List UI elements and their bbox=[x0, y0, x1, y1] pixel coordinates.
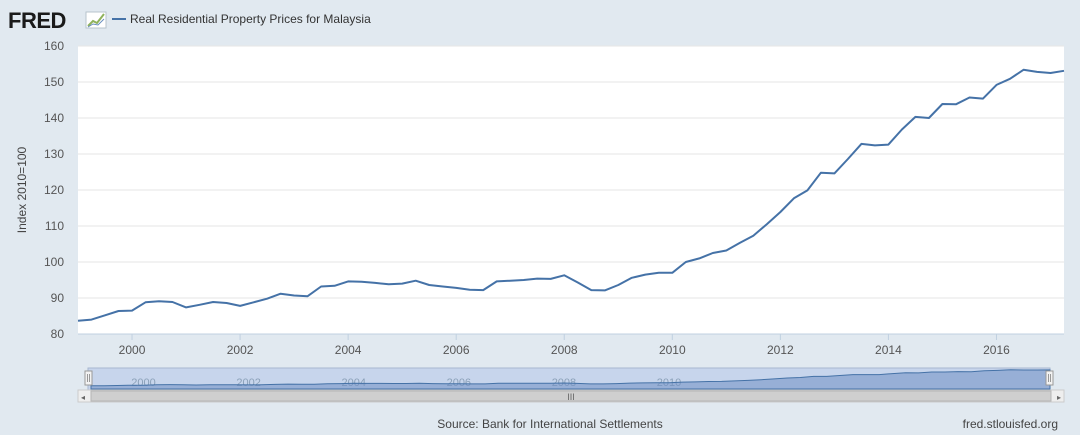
y-tick-label: 80 bbox=[51, 327, 65, 341]
scroll-left-arrow-icon[interactable]: ◂ bbox=[81, 393, 85, 402]
y-axis-ticks: 80 90 100 110 120 130 140 150 160 bbox=[44, 39, 64, 341]
fred-logo-text: FRED bbox=[8, 8, 66, 33]
x-tick-label: 2000 bbox=[119, 343, 146, 357]
y-tick-label: 130 bbox=[44, 147, 64, 161]
scroll-right-arrow-icon[interactable]: ▸ bbox=[1057, 393, 1061, 402]
navigator-left-handle[interactable] bbox=[84, 370, 93, 386]
y-tick-label: 160 bbox=[44, 39, 64, 53]
x-tick-label: 2016 bbox=[983, 343, 1010, 357]
x-tick-label: 2014 bbox=[875, 343, 902, 357]
scrollbar[interactable]: III ◂ ▸ bbox=[77, 389, 1065, 403]
series-line bbox=[77, 68, 1065, 322]
y-tick-label: 90 bbox=[51, 291, 65, 305]
series-layer bbox=[77, 68, 1065, 322]
scrollbar-thumb[interactable] bbox=[90, 390, 1052, 402]
y-tick-label: 120 bbox=[44, 183, 64, 197]
y-tick-label: 110 bbox=[45, 219, 64, 233]
fred-site-link[interactable]: fred.stlouisfed.org bbox=[963, 417, 1058, 431]
gridlines bbox=[78, 45, 1064, 335]
navigator-series-area bbox=[90, 369, 1051, 390]
trend-line-icon bbox=[85, 11, 107, 29]
y-tick-label: 140 bbox=[44, 111, 64, 125]
x-tick-label: 2004 bbox=[335, 343, 362, 357]
scrollbar-grip: III bbox=[567, 392, 575, 402]
x-tick-label: 2002 bbox=[227, 343, 254, 357]
legend[interactable]: Real Residential Property Prices for Mal… bbox=[112, 12, 371, 26]
x-tick-label: 2006 bbox=[443, 343, 470, 357]
y-tick-label: 100 bbox=[44, 255, 64, 269]
source-credit: Source: Bank for International Settlemen… bbox=[437, 417, 662, 431]
x-axis-ticks: 2000 2002 2004 2006 2008 2010 2012 2014 2016 bbox=[119, 334, 1010, 357]
x-tick-label: 2012 bbox=[767, 343, 794, 357]
y-tick-label: 150 bbox=[44, 75, 64, 89]
x-tick-label: 2010 bbox=[659, 343, 686, 357]
x-tick-label: 2008 bbox=[551, 343, 578, 357]
navigator-right-handle[interactable] bbox=[1045, 370, 1054, 386]
legend-label: Real Residential Property Prices for Mal… bbox=[130, 12, 371, 26]
y-axis-label: Index 2010=100 bbox=[15, 146, 29, 233]
fred-logo[interactable]: FRED bbox=[8, 8, 107, 33]
